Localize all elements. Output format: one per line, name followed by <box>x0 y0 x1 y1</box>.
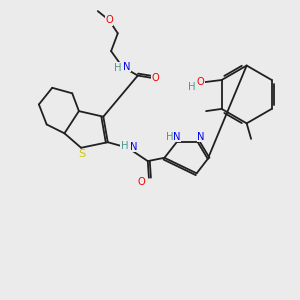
Text: N: N <box>123 62 130 72</box>
Text: N: N <box>197 132 205 142</box>
Text: N: N <box>173 132 180 142</box>
Text: N: N <box>130 142 137 152</box>
Text: O: O <box>137 177 145 187</box>
Text: O: O <box>105 15 113 25</box>
Text: H: H <box>166 132 174 142</box>
Text: S: S <box>79 149 86 159</box>
Text: H: H <box>121 141 128 151</box>
Text: H: H <box>114 63 122 73</box>
Text: O: O <box>152 73 159 83</box>
Text: O: O <box>197 77 204 87</box>
Text: H: H <box>188 82 195 92</box>
